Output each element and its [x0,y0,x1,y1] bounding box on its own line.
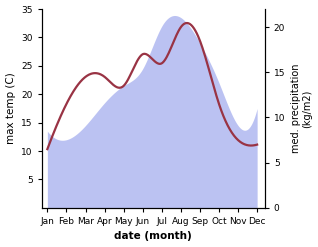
Y-axis label: max temp (C): max temp (C) [5,73,16,144]
X-axis label: date (month): date (month) [114,231,192,242]
Y-axis label: med. precipitation
(kg/m2): med. precipitation (kg/m2) [291,64,313,153]
